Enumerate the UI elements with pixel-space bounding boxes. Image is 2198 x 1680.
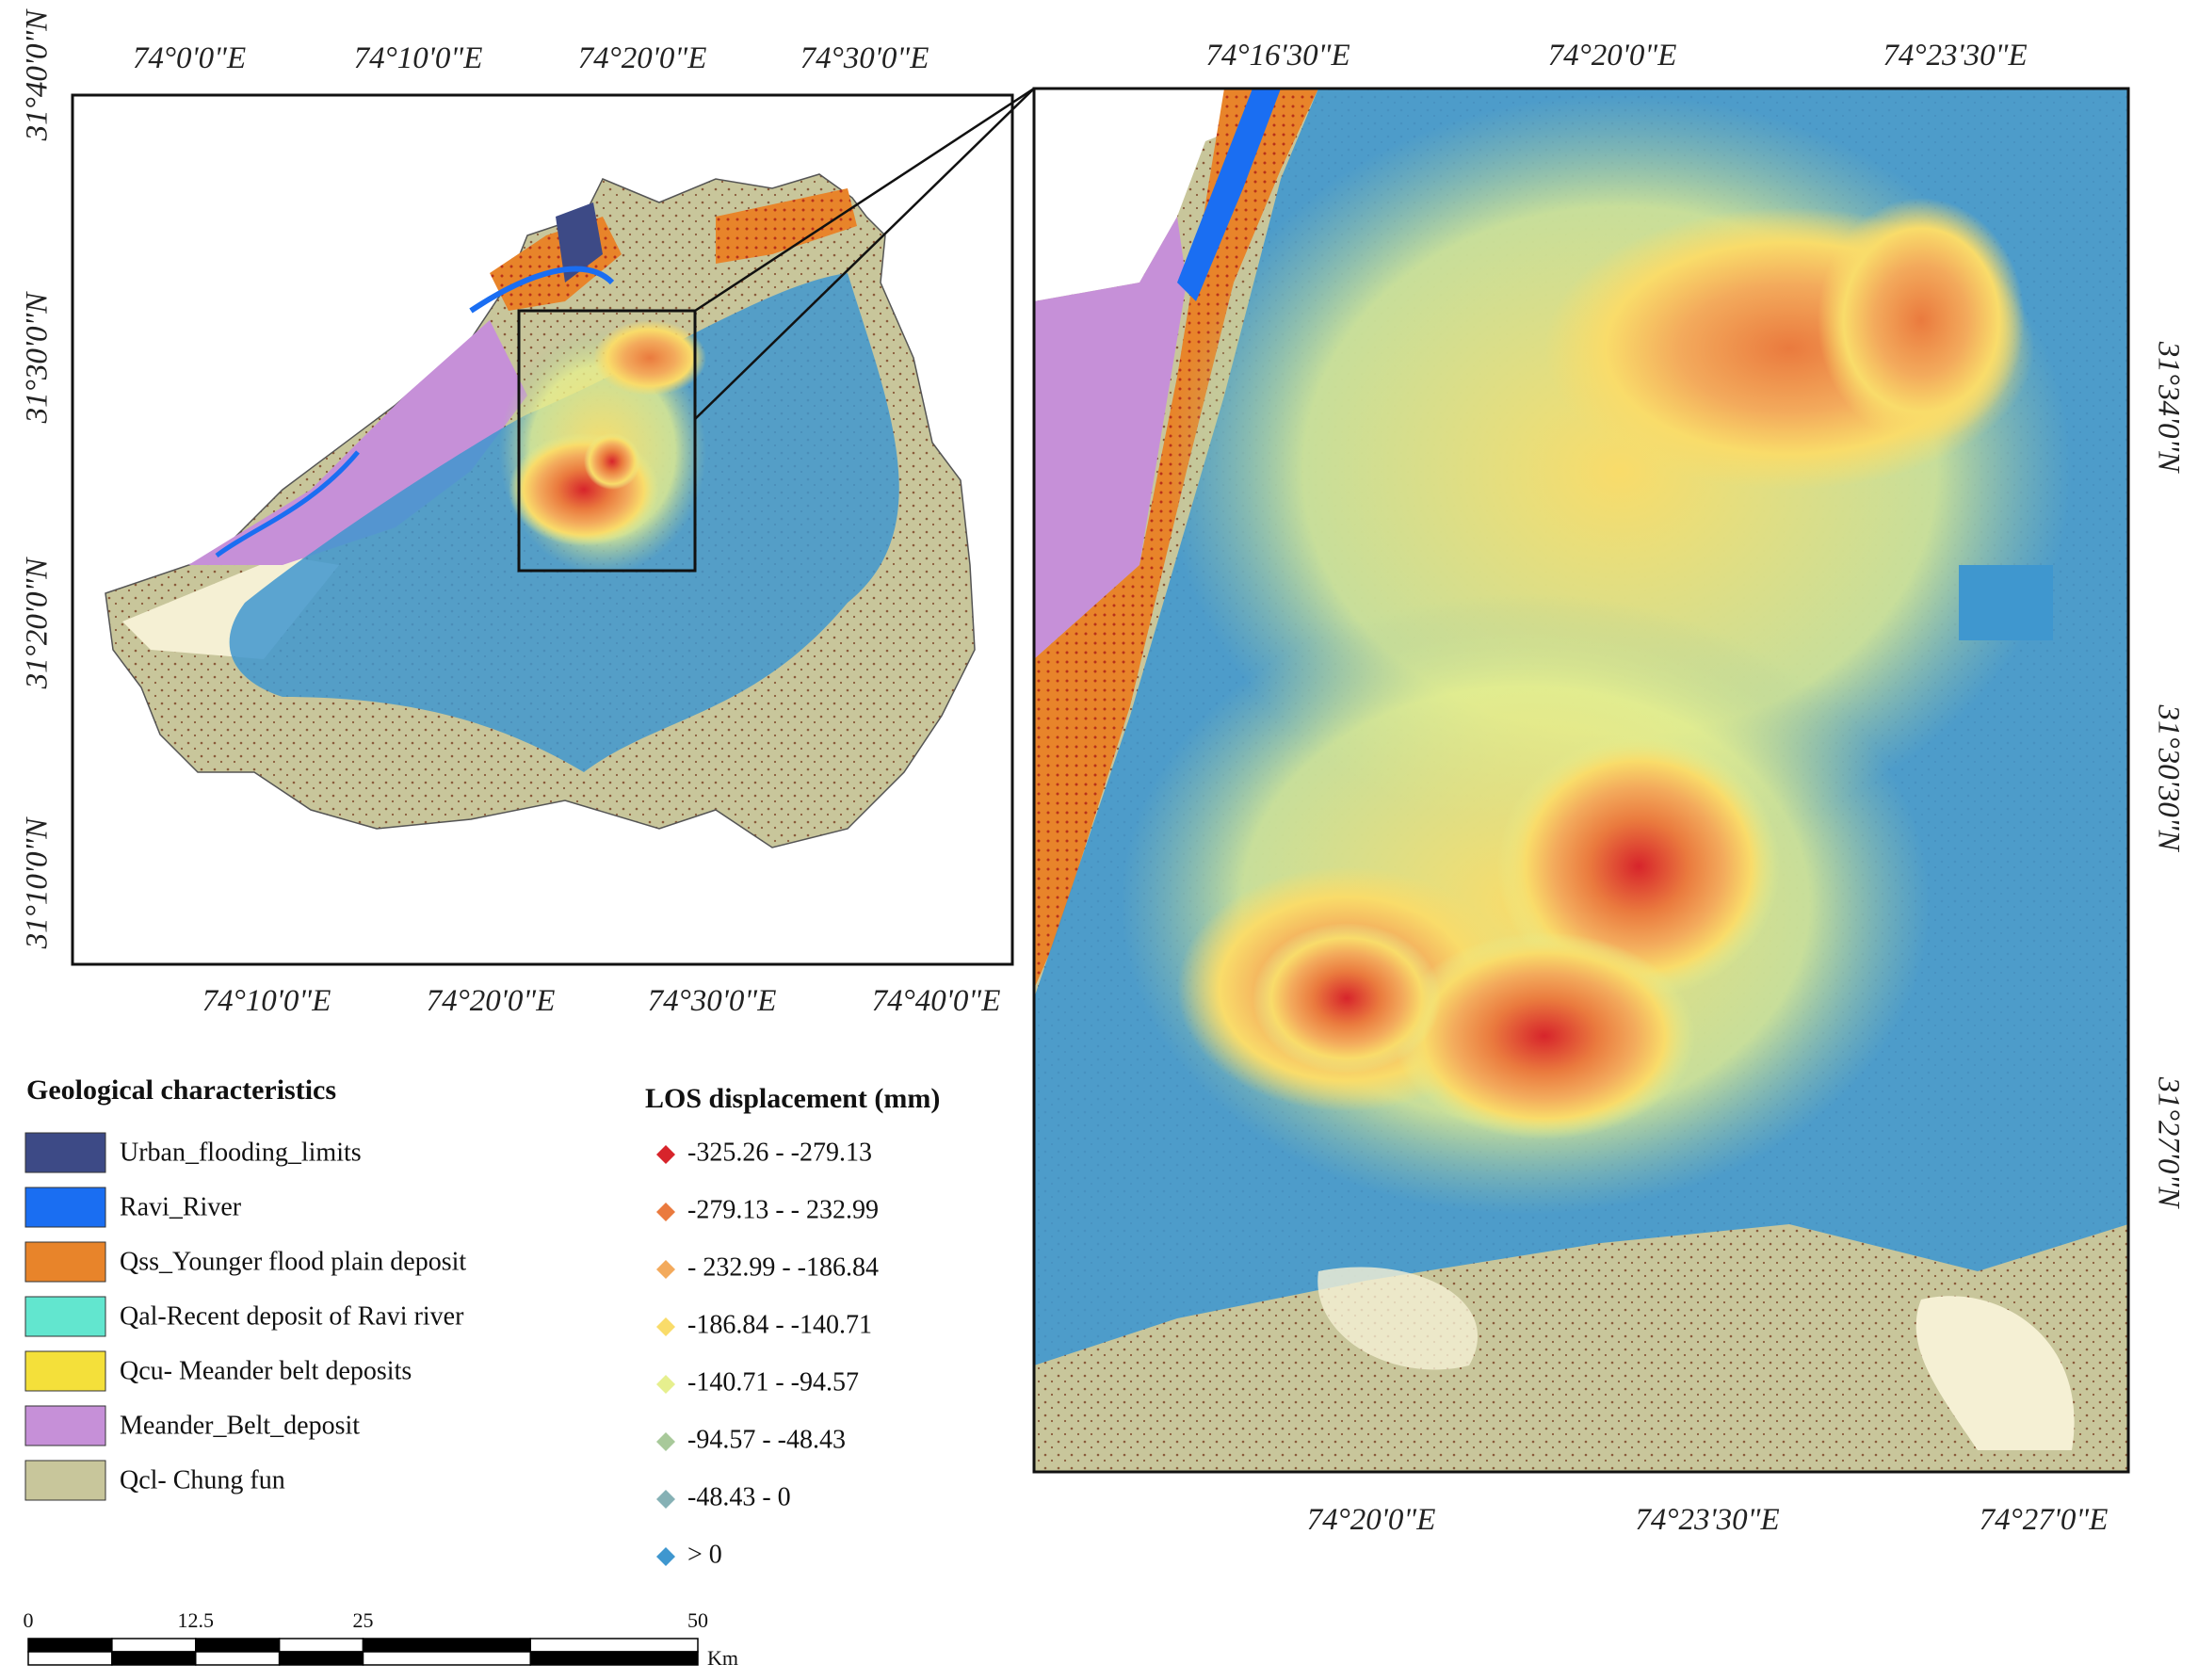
legend-label: Qcl- Chung fun	[120, 1465, 285, 1494]
legend-label: -48.43 - 0	[687, 1482, 791, 1511]
coordinate-label: 74°40'0"E	[872, 984, 1001, 1018]
legend-marker	[656, 1317, 675, 1336]
coordinate-label: 74°20'0"E	[1307, 1503, 1436, 1537]
legend-marker	[656, 1490, 675, 1509]
legend-label: Urban_flooding_limits	[120, 1138, 362, 1167]
legend-label: Meander_Belt_deposit	[120, 1411, 360, 1440]
legend-label: - 232.99 - -186.84	[687, 1252, 879, 1282]
legend-swatch	[24, 1241, 106, 1283]
coordinate-label: 31°27'0"N	[2151, 1076, 2185, 1210]
legend-marker	[656, 1145, 675, 1164]
legend-label: Qcu- Meander belt deposits	[120, 1356, 412, 1385]
coordinate-label: 74°23'30"E	[1635, 1503, 1779, 1537]
coordinate-label: 74°10'0"E	[354, 41, 483, 75]
coordinate-label: 74°23'30"E	[1883, 39, 2027, 73]
legends: Geological characteristics Urban_flooding…	[24, 1074, 940, 1569]
scale-segment	[27, 1638, 113, 1653]
scale-segment	[362, 1651, 531, 1666]
coordinate-labels: 74°0'0"E 74°10'0"E 74°20'0"E 74°30'0"E 74°10…	[21, 8, 2186, 1537]
legend-swatch	[24, 1460, 106, 1501]
scale-segment	[195, 1638, 281, 1653]
legend-marker	[656, 1547, 675, 1566]
legend-swatch	[24, 1187, 106, 1228]
legend-swatch	[24, 1350, 106, 1392]
scale-segment	[195, 1651, 281, 1666]
scale-label: 12.5	[178, 1608, 215, 1632]
legend-title: Geological characteristics	[26, 1074, 336, 1106]
scale-segment	[529, 1638, 699, 1653]
coordinate-label: 74°20'0"E	[578, 41, 707, 75]
legend-label: Qss_Younger flood plain deposit	[120, 1247, 466, 1276]
scale-segment	[111, 1651, 197, 1666]
inset-map	[1032, 87, 2130, 1474]
scale-label: 50	[687, 1608, 708, 1632]
legend-label: Qal-Recent deposit of Ravi river	[120, 1301, 464, 1331]
scale-segment	[111, 1638, 197, 1653]
legend-marker	[656, 1260, 675, 1279]
legend-swatch	[24, 1405, 106, 1446]
legend-label: Ravi_River	[120, 1192, 242, 1221]
scale-bar: 0 12.5 25 50 Km	[24, 1608, 739, 1670]
scale-segment	[278, 1638, 364, 1653]
legend-label: -186.84 - -140.71	[687, 1310, 872, 1339]
scale-segment	[362, 1638, 531, 1653]
legend-label: -140.71 - -94.57	[687, 1367, 859, 1397]
coordinate-label: 31°30'0"N	[21, 291, 55, 425]
coordinate-label: 31°34'0"N	[2151, 341, 2185, 475]
coordinate-label: 31°20'0"N	[21, 557, 55, 690]
legend-label: -94.57 - -48.43	[687, 1425, 846, 1454]
coordinate-label: 31°30'30"N	[2151, 703, 2185, 852]
coordinate-label: 74°30'0"E	[648, 984, 777, 1018]
legend-swatch	[24, 1132, 106, 1173]
coordinate-label: 74°27'0"E	[1980, 1503, 2109, 1537]
overview-map	[71, 87, 1035, 966]
coordinate-label: 74°20'0"E	[1548, 39, 1677, 73]
legend-label: > 0	[687, 1540, 722, 1569]
scale-segment	[27, 1651, 113, 1666]
coordinate-label: 31°10'0"N	[21, 816, 55, 950]
scale-label: 0	[24, 1608, 34, 1632]
legend-marker	[656, 1203, 675, 1221]
legend-marker	[656, 1432, 675, 1451]
scale-segment	[529, 1651, 699, 1666]
legend-label: -325.26 - -279.13	[687, 1138, 872, 1167]
coordinate-label: 74°30'0"E	[800, 41, 929, 75]
legend-title: LOS displacement (mm)	[645, 1083, 940, 1114]
scale-label: 25	[353, 1608, 374, 1632]
coordinate-label: 74°10'0"E	[202, 984, 331, 1018]
legend-label: -279.13 - - 232.99	[687, 1195, 879, 1224]
legend-swatch	[24, 1296, 106, 1337]
scale-unit: Km	[707, 1646, 738, 1670]
coordinate-label: 31°40'0"N	[21, 8, 55, 142]
coordinate-label: 74°16'30"E	[1205, 39, 1350, 73]
coordinate-label: 74°0'0"E	[133, 41, 246, 75]
coordinate-label: 74°20'0"E	[427, 984, 556, 1018]
scale-segment	[278, 1651, 364, 1666]
legend-marker	[656, 1375, 675, 1394]
